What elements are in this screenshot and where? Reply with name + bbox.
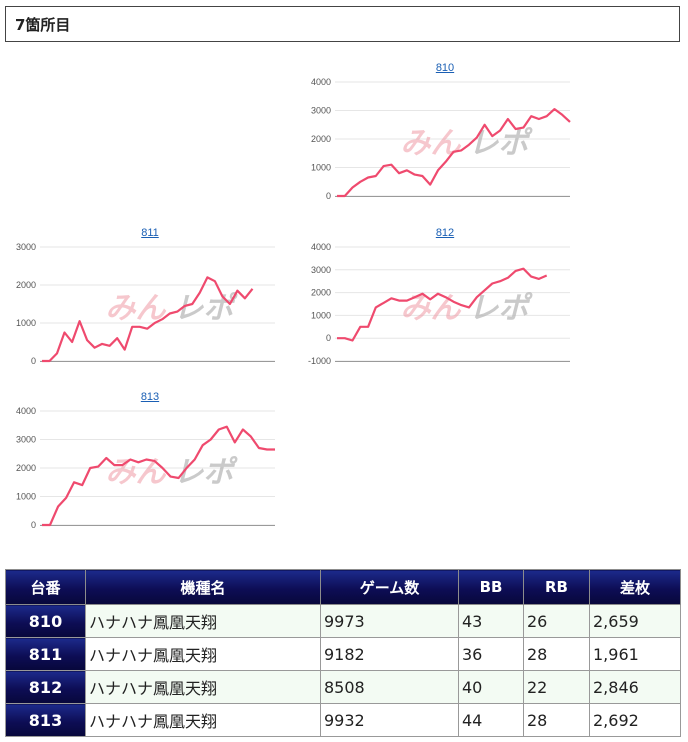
table-header-row: 台番 機種名 ゲーム数 BB RB 差枚 <box>5 569 681 605</box>
table-row: 811 ハナハナ鳳凰天翔 9182 36 28 1,961 <box>5 637 681 671</box>
y-tick-label: 1000 <box>311 310 331 320</box>
coin-diff: 2,692 <box>589 703 681 737</box>
machine-number: 812 <box>5 670 86 704</box>
chart-title-link[interactable]: 812 <box>435 227 455 239</box>
y-tick-label: 0 <box>326 191 331 201</box>
chart-title-link[interactable]: 813 <box>140 391 160 403</box>
series-line <box>42 425 275 527</box>
series-line <box>337 267 548 342</box>
column-header: 台番 <box>5 569 86 605</box>
y-tick-label: 3000 <box>16 242 36 252</box>
chart-title-link[interactable]: 810 <box>435 62 455 74</box>
y-tick-label: 4000 <box>311 242 331 252</box>
rb-count: 28 <box>523 703 590 737</box>
y-tick-label: 0 <box>31 356 36 366</box>
rb-count: 26 <box>523 604 590 638</box>
y-tick-label: 4000 <box>311 77 331 87</box>
column-header: 機種名 <box>85 569 321 605</box>
bb-count: 36 <box>458 637 524 671</box>
coin-diff: 2,846 <box>589 670 681 704</box>
table-row: 813 ハナハナ鳳凰天翔 9932 44 28 2,692 <box>5 703 681 737</box>
machine-model: ハナハナ鳳凰天翔 <box>85 637 321 671</box>
rb-count: 22 <box>523 670 590 704</box>
game-count: 9932 <box>320 703 459 737</box>
game-count: 8508 <box>320 670 459 704</box>
watermark-logo: みん <box>401 126 462 161</box>
table-row: 810 ハナハナ鳳凰天翔 9973 43 26 2,659 <box>5 604 681 638</box>
series-line <box>42 276 254 363</box>
chart-812: 812 -1000 0 1000 2000 3000 4000 みん レポ <box>305 227 585 377</box>
chart-810: 810 0 1000 2000 3000 4000 みん レポ <box>305 62 585 212</box>
y-tick-label: 2000 <box>311 134 331 144</box>
line-chart: -1000 0 1000 2000 3000 4000 みん レポ <box>308 242 570 366</box>
series-line <box>337 107 571 198</box>
watermark-logo: みん <box>401 291 462 326</box>
line-chart: 0 1000 2000 3000 4000 みん レポ <box>311 77 571 201</box>
watermark-logo: みん <box>106 291 167 326</box>
column-header: BB <box>458 569 524 605</box>
machine-number: 810 <box>5 604 86 638</box>
coin-diff: 1,961 <box>589 637 681 671</box>
watermark-logo: レポ <box>469 291 534 326</box>
line-chart: 0 1000 2000 3000 みん レポ <box>16 242 275 366</box>
y-tick-label: 1000 <box>16 318 36 328</box>
y-tick-label: -1000 <box>308 356 331 366</box>
y-tick-label: 0 <box>31 520 36 530</box>
machine-model: ハナハナ鳳凰天翔 <box>85 703 321 737</box>
y-tick-label: 2000 <box>311 288 331 298</box>
watermark-logo: レポ <box>174 291 239 326</box>
chart-811: 811 0 1000 2000 3000 みん レポ <box>10 227 290 377</box>
bb-count: 40 <box>458 670 524 704</box>
watermark-logo: みん <box>106 455 167 490</box>
machine-number: 811 <box>5 637 86 671</box>
chart-title-link[interactable]: 811 <box>141 227 159 239</box>
y-tick-label: 0 <box>326 333 331 343</box>
y-tick-label: 1000 <box>16 492 36 502</box>
y-tick-label: 3000 <box>16 435 36 445</box>
machine-model: ハナハナ鳳凰天翔 <box>85 670 321 704</box>
game-count: 9973 <box>320 604 459 638</box>
rb-count: 28 <box>523 637 590 671</box>
section-header: 7箇所目 <box>5 6 680 42</box>
y-tick-label: 4000 <box>16 406 36 416</box>
machine-data-table: 台番 機種名 ゲーム数 BB RB 差枚 810 ハナハナ鳳凰天翔 9973 4… <box>5 569 681 737</box>
y-tick-label: 2000 <box>16 280 36 290</box>
y-tick-label: 3000 <box>311 265 331 275</box>
chart-813: 813 0 1000 2000 3000 4000 みん レポ <box>10 391 290 541</box>
column-header: 差枚 <box>589 569 681 605</box>
machine-number: 813 <box>5 703 86 737</box>
section-title: 7箇所目 <box>15 16 71 34</box>
y-tick-label: 1000 <box>311 163 331 173</box>
bb-count: 43 <box>458 604 524 638</box>
machine-model: ハナハナ鳳凰天翔 <box>85 604 321 638</box>
column-header: RB <box>523 569 590 605</box>
coin-diff: 2,659 <box>589 604 681 638</box>
watermark-logo: レポ <box>469 126 534 161</box>
bb-count: 44 <box>458 703 524 737</box>
game-count: 9182 <box>320 637 459 671</box>
y-tick-label: 2000 <box>16 463 36 473</box>
column-header: ゲーム数 <box>320 569 459 605</box>
table-row: 812 ハナハナ鳳凰天翔 8508 40 22 2,846 <box>5 670 681 704</box>
y-tick-label: 3000 <box>311 106 331 116</box>
